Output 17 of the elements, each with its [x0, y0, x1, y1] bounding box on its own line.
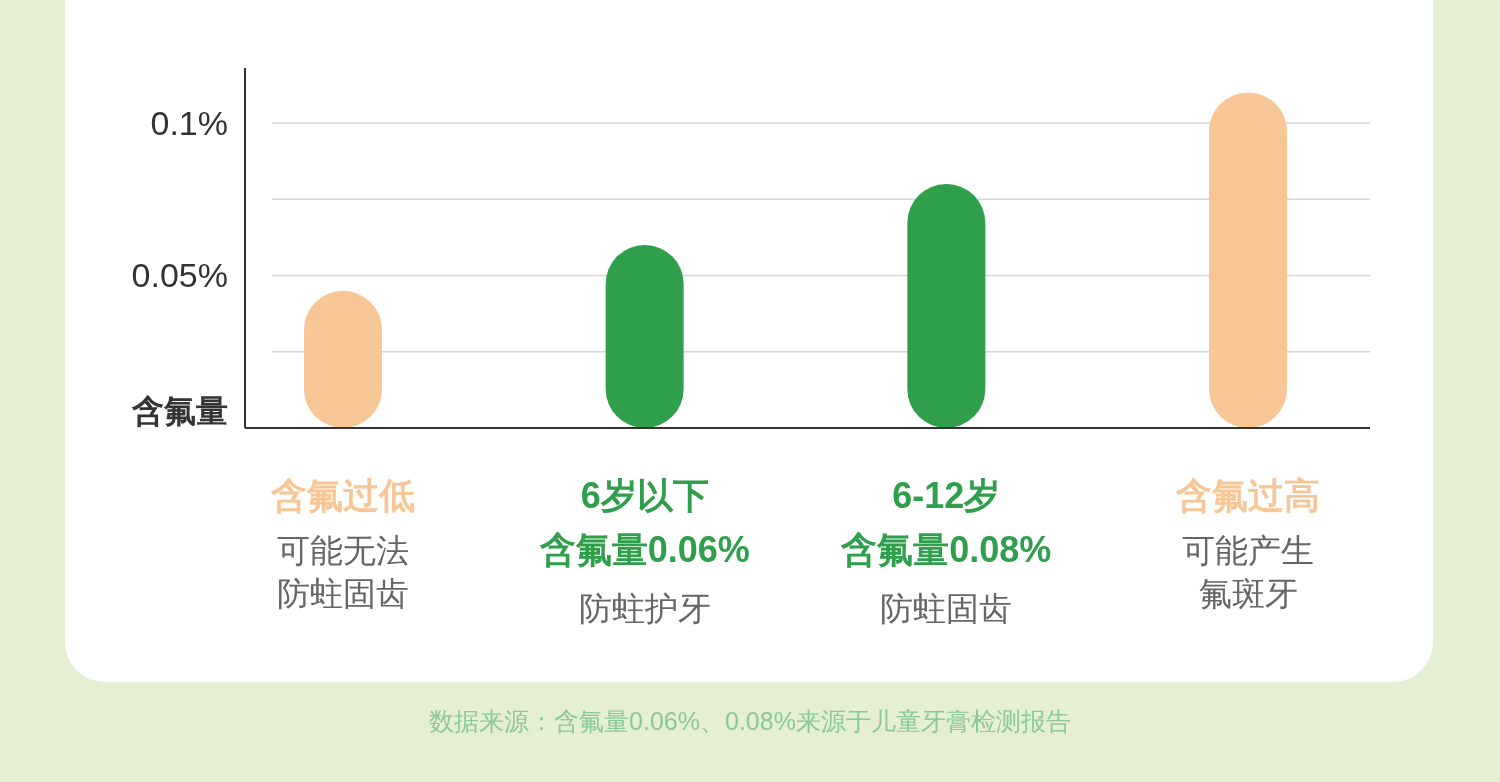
- y-axis-title: 含氟量: [131, 393, 228, 429]
- x-tick-label: 6岁以下: [580, 475, 709, 516]
- x-tick-label: 6-12岁: [892, 475, 1001, 516]
- bar: [605, 244, 684, 428]
- text: 可能无法防蛀固齿: [277, 532, 409, 612]
- y-tick-label: 0.05%: [131, 256, 228, 295]
- x-tick-label: 含氟过低: [270, 475, 415, 516]
- x-tick-label: 含氟过高: [1175, 475, 1320, 516]
- source-note: 数据来源：含氟量0.06%、0.08%来源于儿童牙膏检测报告: [429, 707, 1071, 735]
- data-label: 含氟量0.06%: [538, 529, 750, 570]
- text: 防蛀护牙: [578, 590, 711, 627]
- data-label: 含氟量0.08%: [840, 529, 1052, 570]
- bar: [907, 183, 986, 428]
- y-tick-label: 0.1%: [150, 103, 228, 142]
- text: 防蛀固齿: [880, 590, 1013, 627]
- bar: [1209, 92, 1287, 428]
- text: 可能产生氟斑牙: [1182, 532, 1314, 612]
